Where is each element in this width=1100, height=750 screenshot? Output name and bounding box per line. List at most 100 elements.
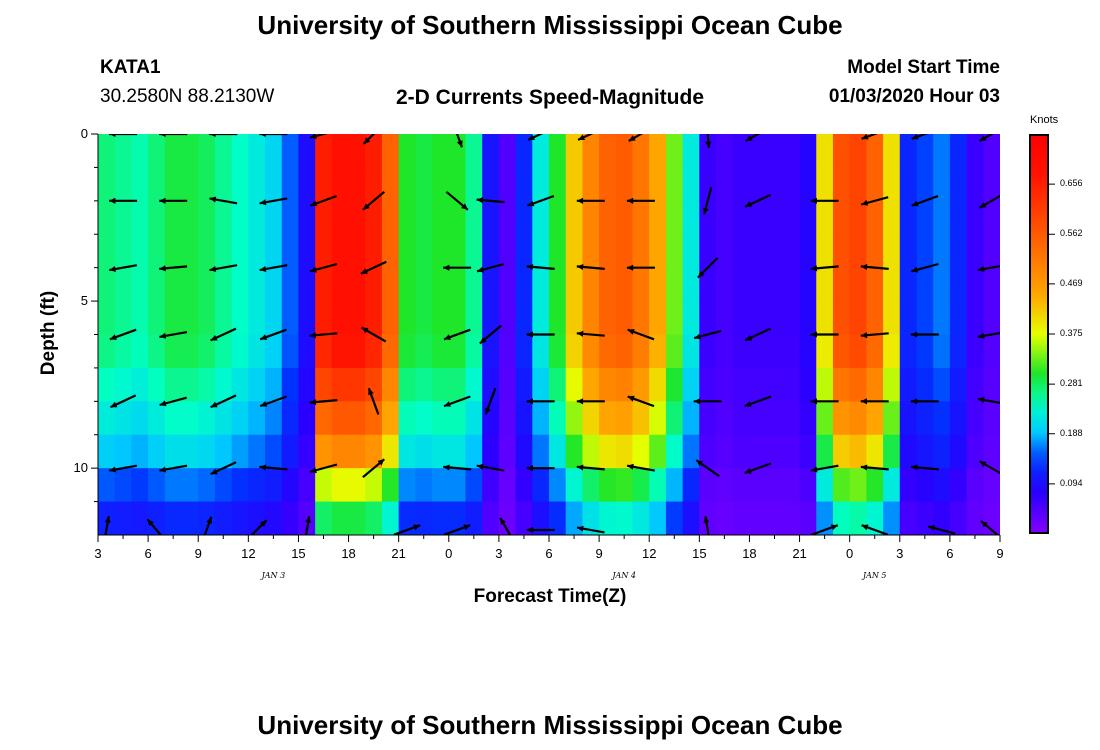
current-arrow bbox=[978, 194, 1000, 209]
heatmap-cell bbox=[799, 468, 817, 503]
heatmap-cell bbox=[131, 134, 149, 169]
heatmap-cell bbox=[248, 468, 266, 503]
current-arrow bbox=[745, 134, 760, 142]
heatmap-cell bbox=[248, 234, 266, 269]
arrow-head bbox=[979, 461, 987, 467]
heatmap-cell bbox=[365, 134, 383, 169]
heatmap-cell bbox=[582, 301, 600, 336]
heatmap-cell bbox=[966, 134, 984, 169]
arrow-head bbox=[705, 141, 712, 148]
arrow-head bbox=[206, 516, 213, 524]
current-arrow bbox=[362, 190, 386, 211]
heatmap-cell bbox=[131, 267, 149, 302]
heatmap-cell bbox=[281, 167, 300, 202]
heatmap-cell bbox=[114, 200, 132, 235]
heatmap-cell bbox=[565, 267, 583, 302]
heatmap-cell bbox=[916, 234, 934, 269]
heatmap-cell bbox=[565, 367, 583, 402]
heatmap-cell bbox=[231, 468, 249, 503]
arrow-head bbox=[526, 526, 533, 533]
current-arrow bbox=[210, 327, 237, 342]
heatmap-cell bbox=[114, 234, 132, 269]
heatmap-cell bbox=[348, 468, 366, 503]
heatmap-cell bbox=[866, 501, 884, 535]
heatmap-cell bbox=[348, 301, 366, 336]
heatmap-cell bbox=[883, 267, 901, 302]
heatmap-cell bbox=[298, 234, 316, 269]
heatmap-cell bbox=[98, 434, 116, 469]
heatmap-cell bbox=[732, 367, 751, 402]
heatmap-cell bbox=[98, 468, 116, 503]
arrow-head bbox=[576, 330, 584, 337]
heatmap-cell bbox=[766, 267, 784, 302]
heatmap-cell bbox=[916, 267, 934, 302]
current-arrow bbox=[259, 264, 288, 272]
heatmap-cell bbox=[949, 167, 968, 202]
heatmap-cell bbox=[148, 267, 166, 302]
arrow-head bbox=[527, 200, 535, 207]
heatmap-cell bbox=[716, 200, 734, 235]
heatmap-cell bbox=[599, 401, 617, 436]
heatmap-cell bbox=[732, 401, 751, 436]
arrow-head bbox=[526, 331, 533, 338]
heatmap-cell bbox=[632, 200, 650, 235]
heatmap-cell bbox=[916, 301, 934, 336]
heatmap-cell bbox=[866, 434, 884, 469]
heatmap-cell bbox=[381, 401, 400, 436]
heatmap-cell bbox=[565, 501, 583, 535]
heatmap-cell bbox=[966, 501, 984, 535]
heatmap-cell bbox=[114, 267, 132, 302]
heatmap-cell bbox=[682, 401, 700, 436]
heatmap-cell bbox=[365, 501, 383, 535]
heatmap-cell bbox=[866, 367, 884, 402]
arrow-head bbox=[109, 266, 116, 272]
arrow-head bbox=[576, 464, 584, 471]
arrow-head bbox=[159, 265, 166, 272]
day-label: JAN 4 bbox=[612, 571, 636, 580]
heatmap-cell bbox=[148, 234, 166, 269]
arrow-head bbox=[259, 266, 267, 272]
heatmap-cell bbox=[248, 200, 266, 235]
heatmap-cell bbox=[665, 367, 684, 402]
current-arrow bbox=[626, 463, 655, 472]
heatmap-cell bbox=[799, 434, 817, 469]
heatmap-cell bbox=[782, 434, 801, 469]
heatmap-cell bbox=[716, 167, 734, 202]
heatmap-cell bbox=[231, 301, 249, 336]
heatmap-cell bbox=[114, 401, 132, 436]
x-tick-label: 9 bbox=[595, 546, 603, 561]
heatmap-cell bbox=[632, 367, 650, 402]
heatmap-cell bbox=[632, 167, 650, 202]
heatmap-cell bbox=[699, 367, 717, 402]
heatmap-cell bbox=[515, 234, 533, 269]
heatmap-cell bbox=[749, 501, 767, 535]
heatmap-cell bbox=[749, 334, 767, 369]
heatmap-cell bbox=[582, 468, 600, 503]
heatmap-cell bbox=[749, 301, 767, 336]
heatmap-cell bbox=[632, 234, 650, 269]
arrow-head bbox=[910, 464, 918, 471]
heatmap-cell bbox=[398, 134, 416, 169]
current-arrow bbox=[159, 464, 188, 473]
heatmap-cell bbox=[281, 367, 300, 402]
heatmap-cell bbox=[615, 301, 634, 336]
current-arrow bbox=[978, 460, 1000, 475]
heatmap-cell bbox=[849, 334, 867, 369]
heatmap-cell bbox=[632, 134, 650, 169]
heatmap-cell bbox=[298, 134, 316, 169]
heatmap-cell bbox=[849, 468, 867, 503]
heatmap-cell bbox=[983, 468, 1000, 503]
arrow-head bbox=[830, 524, 838, 531]
heatmap-cell bbox=[766, 501, 784, 535]
heatmap-cell bbox=[883, 501, 901, 535]
heatmap-cell bbox=[148, 401, 166, 436]
arrow-head bbox=[526, 465, 533, 472]
current-arrow bbox=[210, 461, 237, 476]
current-arrow bbox=[977, 397, 1000, 404]
heatmap-cell bbox=[381, 334, 400, 369]
current-arrow bbox=[810, 464, 839, 473]
current-arrow bbox=[109, 328, 137, 341]
heatmap-cell bbox=[682, 501, 700, 535]
heatmap-cell bbox=[682, 267, 700, 302]
